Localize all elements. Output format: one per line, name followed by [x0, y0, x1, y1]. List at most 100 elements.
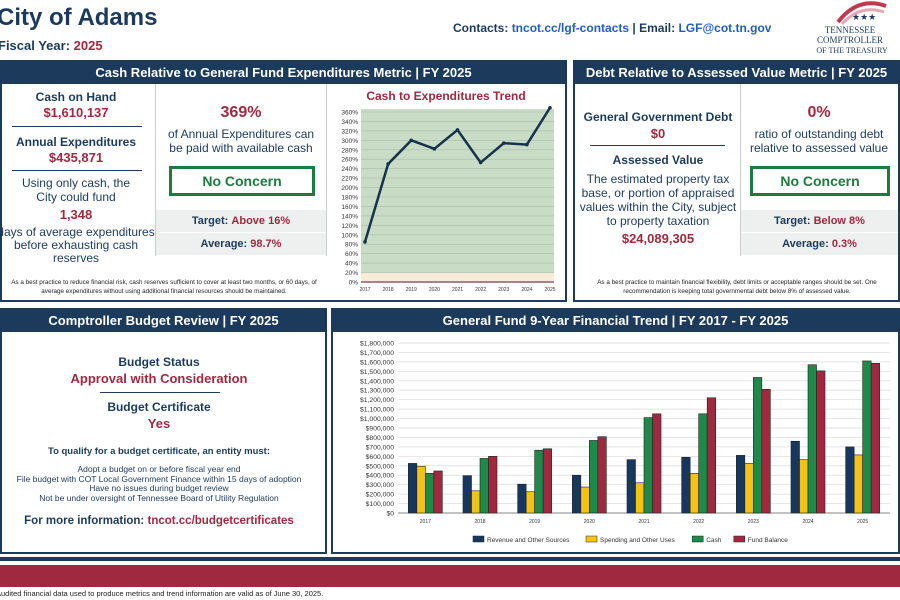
bar-spending-and-other-uses [580, 486, 590, 514]
x-tick-label: 2019 [406, 287, 417, 293]
legend-label: Spending and Other Uses [600, 537, 676, 544]
y-tick-label: $700,000 [366, 444, 395, 451]
footer-note: Audited financial data used to produce m… [0, 589, 324, 598]
y-tick-label: $400,000 [366, 473, 395, 480]
average-label: Average: [782, 238, 829, 250]
x-tick-label: 2020 [584, 519, 595, 525]
data-point [363, 240, 367, 244]
y-tick-label: $300,000 [366, 482, 395, 489]
debt-note: As a best practice to maintain financial… [597, 279, 877, 295]
x-tick-label: 2021 [452, 287, 463, 293]
x-tick-label: 2017 [359, 287, 370, 293]
average-label: Average: [200, 238, 248, 250]
data-point [432, 147, 437, 151]
more-info: For more information: tncot.cc/budgetcer… [0, 515, 318, 527]
bar-spending-and-other-uses [799, 459, 809, 514]
gg-debt-label: General Government Debt [583, 110, 733, 124]
y-tick-label: 140% [341, 213, 358, 220]
comptroller-logo: ★★★ TENNESSEE COMPTROLLER OF THE TREASURY [808, 0, 892, 56]
bar-fund-balance [542, 448, 552, 514]
y-tick-label: 300% [341, 138, 358, 145]
days-value: 1,348 [59, 207, 93, 222]
budget-certificates-link[interactable]: tncot.cc/budgetcertificates [147, 515, 294, 527]
svg-text:TENNESSEE: TENNESSEE [825, 25, 876, 35]
bar-fund-balance [433, 470, 443, 514]
bar-revenue-and-other-sources [736, 455, 746, 514]
bar-spending-and-other-uses [635, 482, 645, 514]
concern-zone [361, 109, 554, 273]
y-tick-label: 40% [345, 261, 358, 268]
y-tick-label: $900,000 [366, 426, 395, 433]
average-value: 0.3% [831, 238, 857, 250]
cash-ratio-value: 369% [220, 104, 262, 121]
bar-fund-balance [597, 436, 607, 514]
contacts-label: Contacts: [453, 21, 509, 35]
target-value: Below 8% [813, 215, 865, 227]
y-tick-label: 160% [341, 204, 358, 211]
contacts-link[interactable]: tncot.cc/lgf-contacts [511, 21, 630, 35]
average-value: 98.7% [250, 238, 282, 250]
legend-swatch [733, 535, 746, 543]
requirement-item: Adopt a budget on or before fiscal year … [77, 464, 241, 474]
bar-spending-and-other-uses [853, 454, 863, 514]
bar-spending-and-other-uses [744, 463, 754, 514]
legend-swatch [691, 535, 704, 543]
y-tick-label: 60% [345, 251, 358, 258]
page-title: City of Adams [0, 4, 158, 31]
fiscal-year: Fiscal Year: 2025 [0, 38, 103, 53]
x-tick-label: 2018 [383, 287, 394, 293]
caution-zone [361, 272, 554, 282]
bar-spending-and-other-uses [471, 490, 481, 514]
budget-status-label: Budget Status [118, 355, 200, 369]
y-tick-label: 20% [345, 270, 358, 277]
y-tick-label: 120% [341, 223, 358, 230]
budget-review-header: Comptroller Budget Review | FY 2025 [0, 308, 327, 332]
y-tick-label: 80% [345, 242, 358, 249]
x-tick-label: 2023 [498, 287, 509, 293]
bar-cash [807, 364, 817, 514]
target-label: Target: [191, 215, 229, 227]
bar-cash [698, 413, 708, 514]
email-link[interactable]: LGF@cot.tn.gov [678, 21, 772, 35]
annual-expenditures-label: Annual Expenditures [15, 135, 137, 149]
data-point [409, 138, 414, 143]
x-tick-label: 2025 [544, 287, 555, 293]
bar-fund-balance [652, 413, 662, 514]
financial-trend-panel [331, 308, 900, 554]
cash-average: Average: 98.7% [156, 233, 326, 255]
bar-fund-balance [816, 370, 826, 514]
y-tick-label: $600,000 [366, 454, 395, 461]
cash-on-hand-label: Cash on Hand [35, 90, 117, 104]
x-tick-label: 2024 [802, 519, 813, 525]
separator: | [632, 21, 636, 35]
x-tick-label: 2022 [693, 519, 704, 525]
x-tick-label: 2017 [420, 519, 431, 525]
bar-cash [534, 449, 544, 514]
y-tick-label: 240% [341, 166, 358, 173]
y-tick-label: $1,100,000 [360, 407, 394, 414]
cash-metric-panel [0, 60, 567, 302]
data-point [548, 105, 552, 110]
x-tick-label: 2024 [521, 287, 532, 293]
y-tick-label: $500,000 [366, 463, 395, 470]
debt-status-badge: No Concern [750, 166, 890, 196]
budget-certificate-value: Yes [147, 416, 171, 431]
cash-target: Target: Above 16% [156, 210, 326, 232]
fy-label: Fiscal Year: [0, 38, 71, 53]
budget-review-panel [0, 308, 327, 554]
legend-swatch [472, 535, 485, 543]
data-point [501, 141, 506, 145]
budget-certificate-label: Budget Certificate [107, 400, 211, 414]
y-tick-label: 200% [341, 185, 358, 192]
legend-label: Cash [706, 537, 722, 544]
x-tick-label: 2022 [475, 287, 486, 293]
bar-fund-balance [870, 363, 880, 514]
debt-ratio-value: 0% [807, 104, 831, 121]
bar-cash [753, 377, 763, 514]
data-point [386, 162, 390, 166]
y-tick-label: $1,300,000 [360, 388, 394, 395]
y-tick-label: $1,700,000 [360, 350, 394, 357]
assessed-value: $24,089,305 [621, 231, 695, 246]
cash-trend-line-chart: 0% 20% 40% 60% 80% 100% 120% 140% 160% 180% 200% 22… [341, 105, 556, 293]
y-tick-label: $1,800,000 [360, 341, 394, 348]
